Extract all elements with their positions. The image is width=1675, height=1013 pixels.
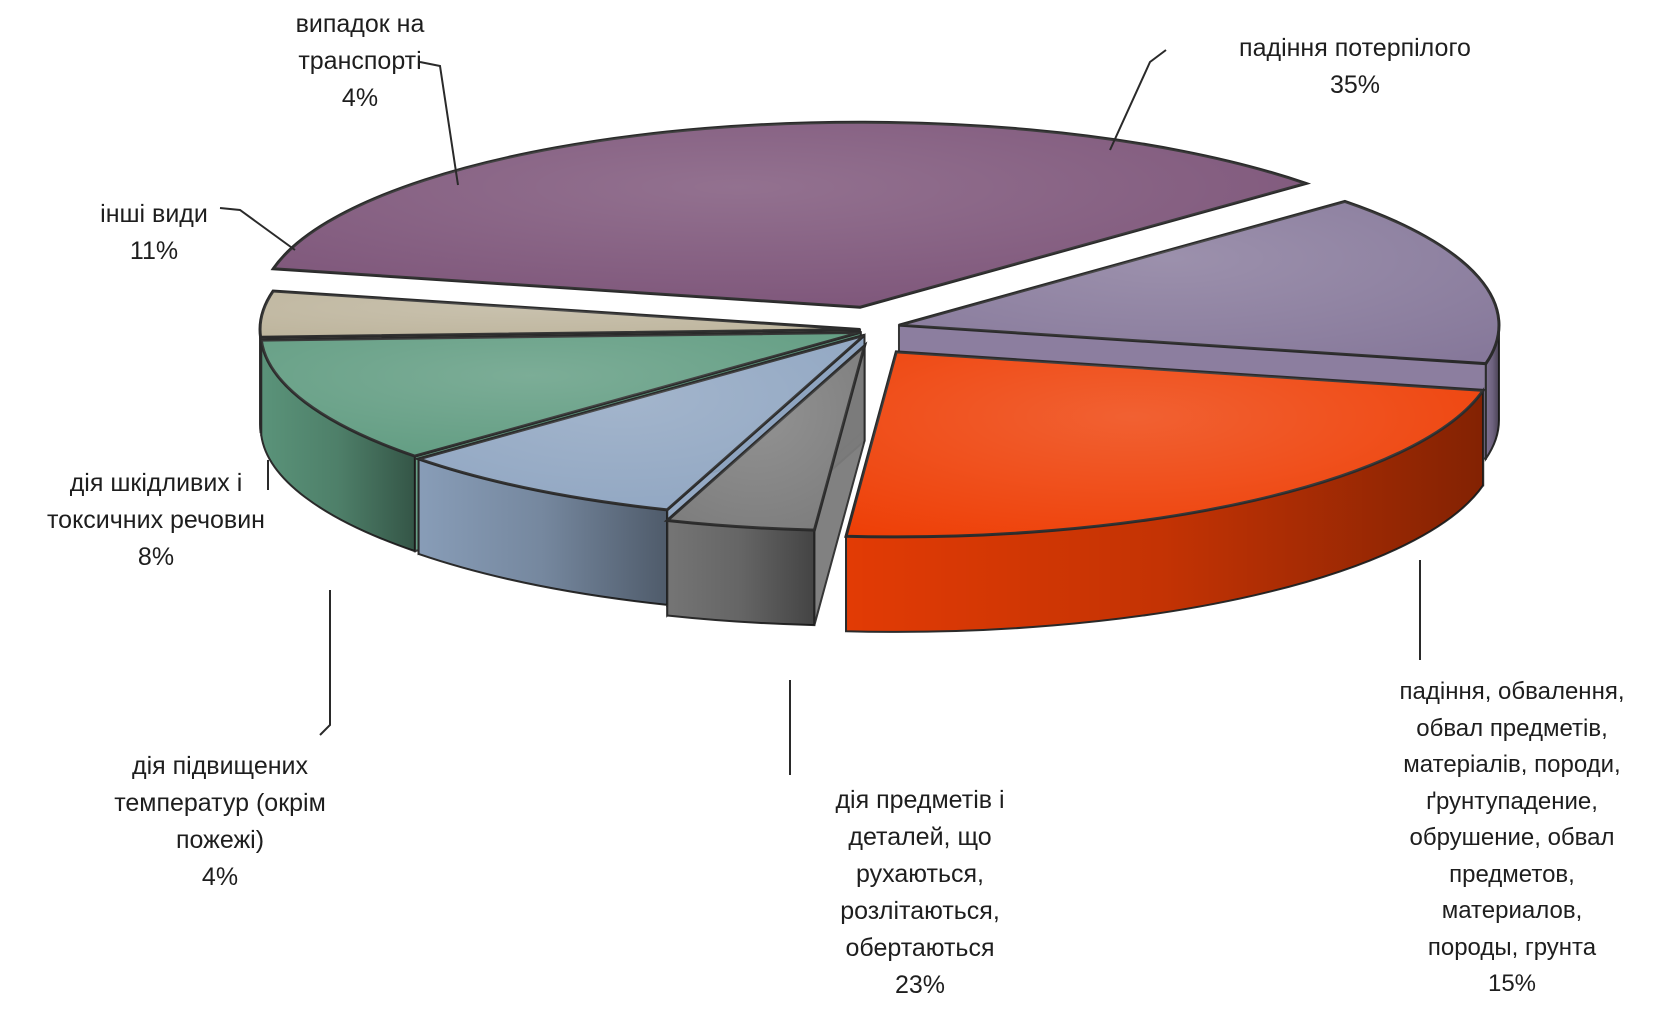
slice-label-name: випадок на транспорті bbox=[295, 10, 425, 75]
slice-side-shade bbox=[260, 329, 261, 433]
slice-label: падіння потерпілого 35% bbox=[1170, 30, 1540, 104]
slice-label-name: дія підвищених температур (окрім пожежі) bbox=[114, 752, 326, 854]
slice-label-name: падіння потерпілого bbox=[1239, 34, 1471, 62]
slice-side-shade bbox=[261, 340, 415, 552]
slice-label-percent: 4% bbox=[341, 84, 379, 112]
leader-line bbox=[219, 207, 296, 251]
slice-label-name: інші види bbox=[100, 200, 208, 228]
slice-label-name: дія предметів і деталей, що рухаються, р… bbox=[835, 786, 1005, 962]
slice-side-shade bbox=[667, 520, 815, 626]
slice-label-percent: 15% bbox=[1487, 970, 1537, 997]
leader-line bbox=[419, 61, 459, 186]
pie-slice-shine bbox=[273, 122, 1307, 308]
slice-label: дія підвищених температур (окрім пожежі)… bbox=[70, 748, 370, 896]
slice-label-name: падіння, обвалення, обвал предметів, мат… bbox=[1399, 678, 1625, 961]
slice-label-percent: 35% bbox=[1329, 71, 1381, 99]
slice-label: випадок на транспорті 4% bbox=[250, 6, 470, 117]
pie-slice-shine bbox=[667, 345, 865, 531]
slice-side-shade bbox=[846, 390, 1484, 632]
slice-side-shade bbox=[418, 458, 668, 605]
slice-label: дія предметів і деталей, що рухаються, р… bbox=[770, 782, 1070, 1004]
pie-slice-shine bbox=[418, 335, 865, 510]
slice-label-percent: 11% bbox=[129, 237, 179, 265]
slice-label-percent: 8% bbox=[137, 543, 175, 571]
slice-label: падіння, обвалення, обвал предметів, мат… bbox=[1352, 674, 1672, 1003]
slice-label-name: дія шкідливих і токсичних речовин bbox=[47, 469, 265, 534]
slice-label-percent: 4% bbox=[201, 863, 239, 891]
pie-slice-shine bbox=[261, 332, 861, 457]
leader-line bbox=[319, 590, 331, 736]
slice-label-percent: 23% bbox=[894, 971, 946, 999]
slice-label: інші види 11% bbox=[64, 196, 244, 270]
pie-slice-shine bbox=[260, 291, 861, 338]
pie-slice-shine bbox=[846, 351, 1484, 537]
slice-label: дія шкідливих і токсичних речовин 8% bbox=[6, 465, 306, 576]
leader-line bbox=[1109, 49, 1167, 151]
pie-slice-shine bbox=[898, 201, 1499, 364]
